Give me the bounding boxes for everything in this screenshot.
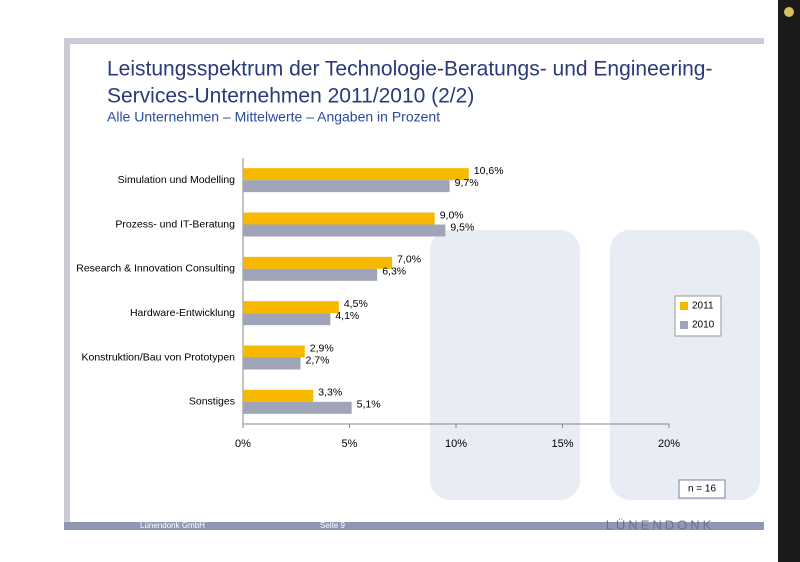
value-label: 10,6% [474, 165, 504, 177]
note: n = 16 [688, 484, 717, 495]
footer-right: Seite 9 [320, 521, 345, 530]
bar [243, 401, 352, 414]
legend-label: 2010 [692, 320, 715, 331]
legend-swatch [680, 302, 688, 310]
chart-title: Leistungsspektrum der Technologie-Beratu… [107, 58, 712, 81]
value-label: 9,0% [440, 209, 464, 221]
value-label: 3,3% [318, 387, 342, 399]
bar [243, 357, 301, 370]
value-label: 2,9% [310, 342, 334, 354]
value-label: 9,5% [450, 221, 474, 233]
logo: LÜNENDONK [606, 517, 715, 532]
value-label: 5,1% [357, 399, 381, 411]
footer-bar [64, 522, 764, 530]
bar [243, 212, 435, 225]
legend-label: 2011 [692, 301, 714, 312]
frame-top [64, 38, 764, 44]
category-label: Prozess- und IT-Beratung [115, 218, 235, 230]
value-label: 9,7% [455, 177, 479, 189]
bar [243, 389, 314, 402]
bar [243, 180, 450, 193]
x-tick-label: 5% [342, 438, 358, 450]
frame-left [64, 38, 70, 528]
value-label: 6,3% [382, 266, 406, 278]
value-label: 4,5% [344, 298, 368, 310]
bar [243, 301, 339, 314]
note-box [678, 479, 726, 499]
x-tick-label: 10% [445, 438, 467, 450]
bar [243, 224, 446, 237]
category-label: Hardware-Entwicklung [130, 307, 235, 319]
chart-title-line2: Services-Unternehmen 2011/2010 (2/2) [107, 85, 474, 108]
category-label: Sonstiges [189, 396, 235, 408]
bar [243, 313, 331, 326]
category-label: Konstruktion/Bau von Prototypen [81, 351, 235, 363]
footer-left: Lünendonk GmbH [140, 521, 205, 530]
legend-swatch [680, 321, 688, 329]
category-label: Research & Innovation Consulting [76, 263, 235, 275]
category-label: Simulation und Modelling [118, 174, 235, 186]
window-edge [778, 0, 800, 562]
chart-subtitle: Alle Unternehmen – Mittelwerte – Angaben… [107, 109, 440, 125]
value-label: 4,1% [335, 310, 359, 322]
x-tick-label: 15% [551, 438, 573, 450]
bar [243, 268, 378, 281]
watermark [430, 230, 760, 500]
bar [243, 168, 469, 181]
x-tick-label: 0% [235, 438, 251, 450]
bar [243, 345, 305, 358]
value-label: 7,0% [397, 254, 421, 266]
bar [243, 256, 393, 269]
x-tick-label: 20% [658, 438, 680, 450]
hint-icon [784, 7, 794, 17]
value-label: 2,7% [306, 354, 330, 366]
